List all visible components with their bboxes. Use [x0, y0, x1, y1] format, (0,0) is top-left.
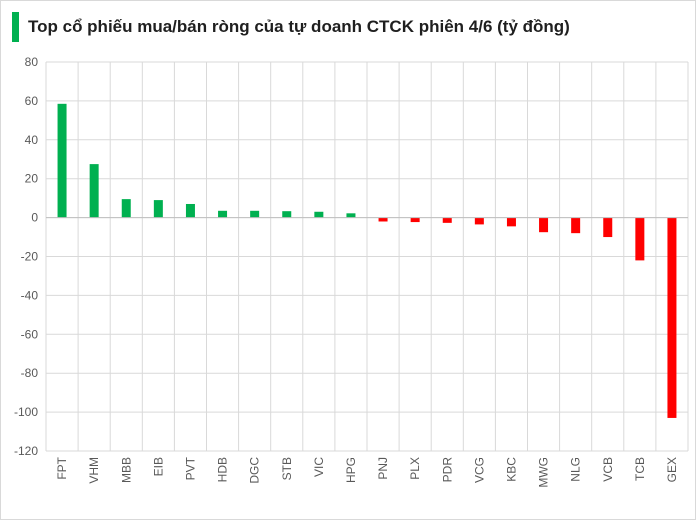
- bar-eib: [153, 200, 163, 218]
- x-tick-label: GEX: [665, 457, 679, 482]
- bar-mwg: [539, 217, 549, 233]
- bars: [57, 103, 677, 418]
- x-tick-label: HPG: [344, 457, 358, 483]
- gridlines: [45, 61, 689, 452]
- bar-tcb: [635, 217, 645, 261]
- y-tick-label: 80: [25, 55, 39, 69]
- x-tick-label: VIC: [312, 457, 326, 477]
- x-tick-label: PVT: [183, 456, 197, 480]
- x-tick-label: KBC: [504, 457, 518, 482]
- bar-vcb: [603, 217, 613, 238]
- x-tick-label: DGC: [248, 457, 262, 484]
- x-tick-label: FPT: [55, 456, 69, 479]
- bar-stb: [282, 211, 292, 218]
- y-tick-label: -100: [14, 405, 38, 419]
- bar-gex: [667, 217, 677, 418]
- bar-mbb: [121, 199, 131, 218]
- x-tick-label: STB: [280, 457, 294, 480]
- bar-pdr: [442, 217, 452, 223]
- bar-dgc: [250, 210, 260, 218]
- bar-pvt: [185, 203, 195, 218]
- x-tick-label: PNJ: [376, 457, 390, 480]
- bar-hpg: [346, 213, 356, 218]
- x-tick-label: MWG: [537, 457, 551, 488]
- bar-vic: [314, 211, 324, 218]
- x-tick-label: VHM: [87, 457, 101, 484]
- y-tick-label: -60: [21, 327, 39, 341]
- chart-title: Top cổ phiếu mua/bán ròng của tự doanh C…: [28, 17, 570, 36]
- y-tick-labels: 80 60 40 20 0 -20 -40 -60 -80 -100 -120: [14, 55, 38, 458]
- x-tick-label: HDB: [216, 457, 230, 482]
- bar-kbc: [506, 217, 516, 227]
- x-tick-label: MBB: [119, 457, 133, 483]
- bar-vcg: [474, 217, 484, 225]
- y-tick-label: -20: [21, 250, 39, 264]
- x-tick-label: VCB: [601, 457, 615, 482]
- y-tick-label: -120: [14, 444, 38, 458]
- chart-title-block: Top cổ phiếu mua/bán ròng của tự doanh C…: [12, 12, 570, 42]
- x-tick-label: PLX: [408, 457, 422, 480]
- y-tick-label: -40: [21, 288, 39, 302]
- x-tick-labels: FPT VHM MBB EIB PVT HDB DGC STB VIC HPG PNJ PLX PDR V…: [55, 456, 679, 487]
- x-tick-label: EIB: [151, 457, 165, 476]
- bar-plx: [410, 217, 420, 223]
- x-tick-label: NLG: [569, 457, 583, 482]
- x-tick-label: TCB: [633, 457, 647, 481]
- bar-pnj: [378, 217, 388, 222]
- bar-nlg: [571, 217, 581, 234]
- title-accent-bar: [12, 12, 19, 42]
- x-tick-label: PDR: [440, 457, 454, 483]
- x-tick-label: VCG: [472, 457, 486, 483]
- y-tick-label: 60: [25, 94, 39, 108]
- bar-vhm: [89, 164, 99, 218]
- y-tick-label: -80: [21, 366, 39, 380]
- y-tick-label: 20: [25, 172, 39, 186]
- bar-hdb: [218, 210, 228, 218]
- bar-fpt: [57, 103, 67, 218]
- y-tick-label: 0: [31, 211, 38, 225]
- y-tick-label: 40: [25, 133, 39, 147]
